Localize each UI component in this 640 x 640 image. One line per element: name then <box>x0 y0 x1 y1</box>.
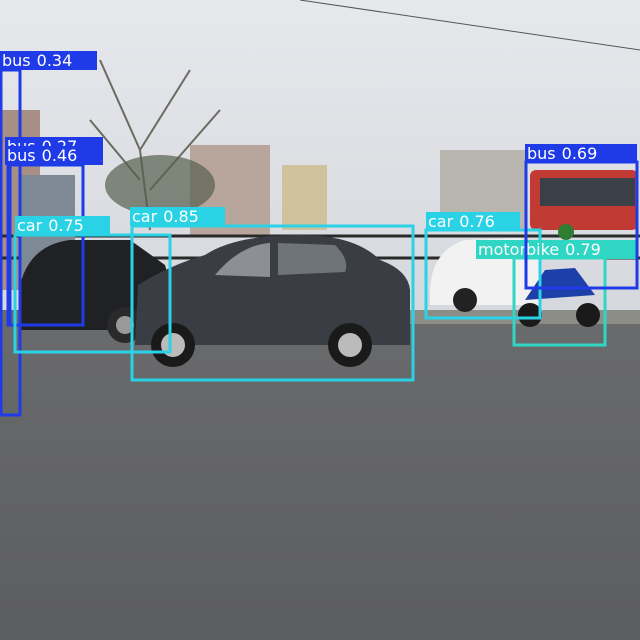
confidence-score: 0.46 <box>42 146 78 165</box>
class-name: car <box>132 207 158 226</box>
detection-label: car 0.76 <box>428 212 495 231</box>
detection: bus 0.69 <box>524 144 639 290</box>
detections: bus0.34bus0.27bus0.46car0.75car0.85car0.… <box>0 51 639 417</box>
detection-label: car 0.85 <box>132 207 199 226</box>
detection: car 0.85 <box>130 207 415 382</box>
detection: bus 0.34 <box>0 51 97 417</box>
confidence-score: 0.75 <box>48 216 84 235</box>
confidence-score: 0.85 <box>163 207 199 226</box>
label-background <box>15 216 110 235</box>
class-name: bus <box>527 144 556 163</box>
confidence-score: 0.34 <box>37 51 73 70</box>
label-background <box>0 51 97 70</box>
class-name: bus <box>7 146 36 165</box>
detection: car 0.76 <box>424 212 542 320</box>
detection-label: bus 0.46 <box>7 146 77 165</box>
detection: car 0.75 <box>13 216 172 354</box>
label-background <box>476 240 638 259</box>
detection: motorbike 0.79 <box>476 240 638 347</box>
class-name: motorbike <box>478 240 559 259</box>
class-name: car <box>17 216 43 235</box>
bounding-box <box>130 224 415 382</box>
label-background <box>5 146 103 165</box>
detection-label: bus 0.34 <box>2 51 72 70</box>
detection-label: bus 0.69 <box>527 144 597 163</box>
confidence-score: 0.79 <box>565 240 601 259</box>
detection-label: car 0.75 <box>17 216 84 235</box>
detection: bus 0.46 <box>5 146 103 327</box>
class-name: car <box>428 212 454 231</box>
class-name: bus <box>2 51 31 70</box>
label-background <box>525 144 637 163</box>
label-background <box>130 207 225 226</box>
detection-label: motorbike 0.79 <box>478 240 601 259</box>
confidence-score: 0.76 <box>459 212 495 231</box>
confidence-score: 0.69 <box>562 144 598 163</box>
label-background <box>426 212 520 231</box>
